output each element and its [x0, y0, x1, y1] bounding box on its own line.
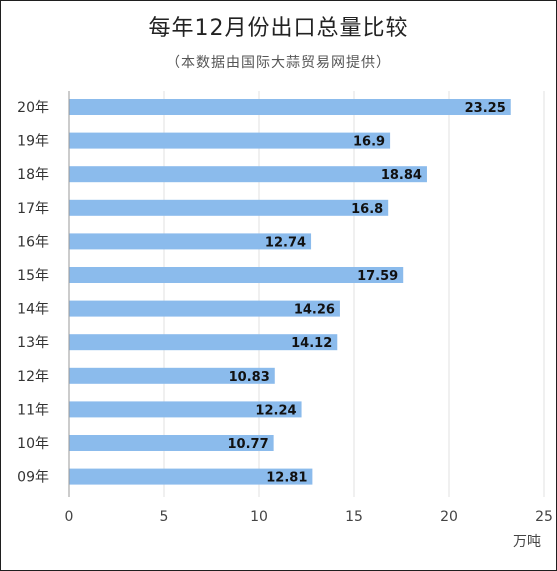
y-category-label: 16年 — [17, 234, 49, 250]
bar — [69, 132, 391, 149]
y-category-label: 13年 — [17, 335, 49, 351]
bar-value-label: 16.8 — [351, 202, 383, 217]
bar-value-label: 12.74 — [265, 235, 306, 250]
bar-value-label: 18.84 — [381, 168, 422, 183]
bar — [69, 334, 338, 351]
bar-value-label: 23.25 — [465, 101, 506, 116]
y-category-label: 12年 — [17, 369, 49, 385]
bar-value-label: 14.12 — [291, 336, 332, 351]
bar — [69, 166, 427, 183]
x-tick-label: 20 — [440, 509, 458, 525]
y-category-label: 14年 — [17, 302, 49, 318]
y-category-label: 11年 — [17, 402, 49, 418]
y-category-label: 10年 — [17, 436, 49, 452]
bar-value-label: 14.26 — [294, 303, 335, 318]
bar — [69, 300, 340, 317]
grid-lines — [163, 91, 545, 497]
bar — [69, 267, 404, 283]
bar — [69, 233, 312, 250]
chart-subtitle: （本数据由国际大蒜贸易网提供） — [166, 55, 391, 71]
y-category-label: 19年 — [17, 134, 49, 150]
bar-value-label: 12.24 — [255, 403, 296, 418]
y-category-label: 20年 — [17, 100, 49, 116]
chart-title: 每年12月份出口总量比较 — [148, 16, 409, 41]
bar — [69, 401, 302, 418]
y-category-label: 15年 — [17, 268, 49, 284]
x-tick-label: 15 — [345, 509, 363, 525]
bar — [69, 435, 274, 451]
x-tick-label: 25 — [535, 509, 553, 525]
bar-value-label: 10.83 — [229, 370, 270, 385]
y-category-label: 09年 — [17, 470, 49, 486]
bars: 23.25 16.9 18.84 16.8 12.74 17.59 14.26 14.12 10… — [69, 99, 511, 486]
axes: 0 5 10 15 20 25 20年 19年 18年 17年 16年 15年 14年 13年 12年 11年… — [17, 91, 553, 525]
bar-value-label: 10.77 — [228, 437, 269, 452]
x-tick-label: 0 — [65, 509, 74, 525]
x-tick-label: 5 — [160, 509, 169, 525]
y-category-label: 18年 — [17, 167, 49, 183]
bar-value-label: 12.81 — [266, 471, 307, 486]
bar — [69, 468, 313, 485]
bar-value-label: 16.9 — [353, 135, 385, 150]
bar — [69, 199, 389, 216]
x-axis-unit-label: 万吨 — [513, 534, 541, 550]
x-tick-label: 10 — [250, 509, 268, 525]
bar — [69, 367, 275, 384]
bar-value-label: 17.59 — [357, 269, 398, 284]
y-category-label: 17年 — [17, 201, 49, 217]
bar — [69, 99, 511, 115]
